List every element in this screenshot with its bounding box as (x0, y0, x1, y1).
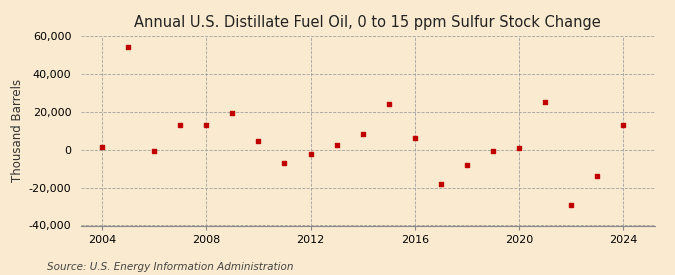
Y-axis label: Thousand Barrels: Thousand Barrels (11, 79, 24, 182)
Point (175, 123, 186, 127)
Point (592, 174, 603, 178)
Point (227, 110, 238, 115)
Point (97, 145, 107, 150)
Point (435, 182, 446, 186)
Point (253, 139, 264, 143)
Point (148, 148, 159, 153)
Point (279, 161, 290, 165)
Point (487, 149, 498, 154)
Text: Source: U.S. Energy Information Administration: Source: U.S. Energy Information Administ… (47, 262, 294, 272)
Point (540, 100, 551, 104)
Title: Annual U.S. Distillate Fuel Oil, 0 to 15 ppm Sulfur Stock Change: Annual U.S. Distillate Fuel Oil, 0 to 15… (134, 15, 601, 31)
Point (566, 202, 576, 207)
Point (618, 123, 629, 127)
Point (357, 132, 368, 137)
Point (305, 152, 316, 156)
Point (410, 136, 421, 141)
Point (331, 143, 342, 147)
Point (514, 145, 524, 150)
Point (123, 45, 134, 49)
Point (383, 102, 394, 106)
Point (200, 123, 211, 127)
Point (462, 163, 472, 167)
